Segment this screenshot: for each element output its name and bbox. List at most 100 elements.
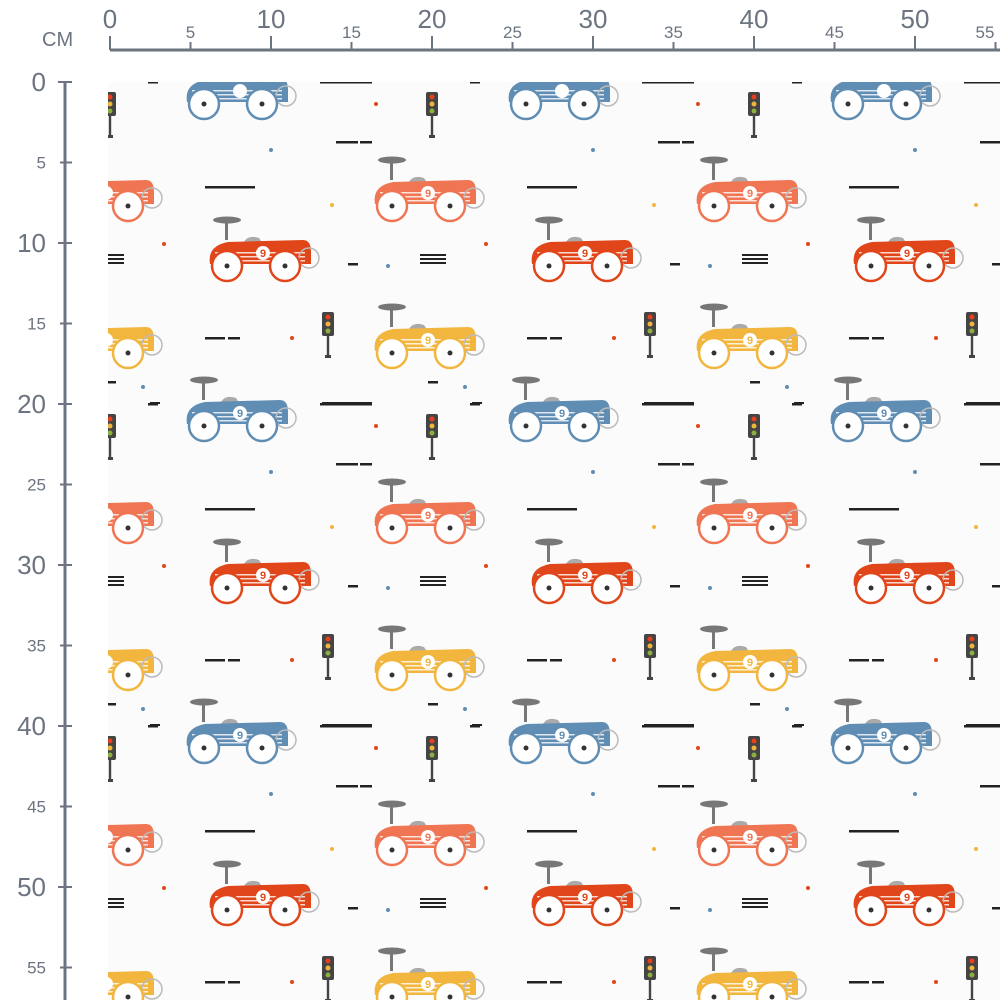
road-dash (108, 584, 124, 586)
road-dash (872, 981, 884, 984)
confetti-dot (484, 886, 488, 890)
road-dash (108, 906, 124, 908)
road-dash (420, 902, 446, 904)
road-dash (108, 703, 116, 706)
car-number: 9 (881, 730, 887, 742)
left-ruler-label: 40 (17, 711, 46, 741)
road-dash (742, 580, 768, 582)
road-dash (420, 254, 446, 256)
confetti-dot (591, 792, 595, 796)
road-dash (682, 141, 694, 144)
road-dash (849, 508, 899, 511)
blue-toy-car: 9 (186, 698, 297, 765)
confetti-dot (162, 564, 166, 568)
road-dash (336, 463, 358, 466)
road-dash (228, 659, 240, 662)
road-dash (108, 902, 124, 904)
road-dash (320, 725, 372, 728)
road-dash (108, 898, 124, 900)
road-dash (966, 724, 1000, 726)
red-toy-car: 9 (531, 216, 642, 283)
fabric-pattern: 9 9 9 9 9 9 9 9 9 9 9 9 9 9 9 9 9 9 9 9 9 9 9 9 9 9 9 (108, 82, 1000, 1000)
road-dash (742, 254, 768, 256)
red-toy-car: 9 (853, 860, 964, 927)
road-dash (794, 724, 804, 726)
car-number: 9 (747, 657, 753, 669)
confetti-dot (806, 242, 810, 246)
coral-toy-car: 9 (696, 800, 807, 867)
top-ruler: CM 0 5 10 15 20 25 30 35 40 45 50 55 (42, 4, 1000, 52)
car-number: 9 (260, 248, 266, 260)
confetti-dot (290, 980, 294, 984)
car-number: 9 (747, 832, 753, 844)
road-dash (108, 381, 116, 384)
confetti-dot (708, 264, 712, 268)
yellow-toy-car: 9 (374, 947, 485, 1000)
car-number: 9 (425, 979, 431, 991)
road-dash (205, 186, 255, 189)
road-dash (550, 659, 562, 662)
top-ruler-label: 50 (901, 4, 930, 34)
traffic-light (644, 956, 656, 1000)
coral-toy-car: 9 (696, 156, 807, 223)
road-dash (205, 659, 225, 662)
red-toy-car: 9 (531, 538, 642, 605)
road-dash (108, 262, 124, 264)
car-number: 9 (904, 892, 910, 904)
road-dash (527, 186, 577, 189)
left-ruler-label: 25 (27, 476, 46, 495)
road-dash (872, 659, 884, 662)
road-dash (228, 981, 240, 984)
left-ruler-label: 45 (27, 798, 46, 817)
blue-toy-car: 9 (508, 376, 619, 443)
traffic-light (108, 92, 116, 138)
traffic-light (426, 414, 438, 460)
road-dash (420, 258, 446, 260)
car-number: 9 (904, 570, 910, 582)
confetti-dot (386, 908, 390, 912)
car-number: 9 (881, 408, 887, 420)
road-dash (644, 724, 694, 726)
yellow-toy-car: 9 (374, 303, 485, 370)
road-dash (742, 258, 768, 260)
top-ruler-label: 40 (740, 4, 769, 34)
confetti-dot (806, 564, 810, 568)
top-ruler-label: 45 (825, 23, 844, 42)
road-dash (750, 381, 760, 384)
car-number: 9 (747, 510, 753, 522)
left-ruler-label: 30 (17, 550, 46, 580)
confetti-dot (806, 886, 810, 890)
road-dash (527, 830, 577, 833)
road-dash (205, 508, 255, 511)
road-dash (348, 585, 358, 588)
top-ruler-label: 10 (257, 4, 286, 34)
yellow-toy-car: 9 (374, 625, 485, 692)
road-dash (658, 785, 680, 788)
red-toy-car: 9 (209, 538, 320, 605)
car-number: 9 (559, 408, 565, 420)
traffic-light (108, 414, 116, 460)
car-number: 9 (425, 832, 431, 844)
coral-toy-car: 9 (374, 156, 485, 223)
car-number: 9 (904, 248, 910, 260)
road-dash (360, 141, 372, 144)
road-dash (980, 141, 1000, 144)
blue-toy-car: 9 (508, 698, 619, 765)
road-dash (792, 725, 802, 728)
road-dash (792, 403, 802, 406)
confetti-dot (696, 424, 700, 428)
confetti-dot (269, 792, 273, 796)
road-dash (742, 262, 768, 264)
confetti-dot (330, 525, 334, 529)
confetti-dot (652, 525, 656, 529)
top-ruler-label: 0 (103, 4, 117, 34)
road-dash (108, 580, 124, 582)
car-number: 9 (260, 892, 266, 904)
road-dash (872, 337, 884, 340)
left-ruler-label: 0 (32, 67, 46, 97)
road-dash (108, 254, 124, 256)
blue-toy-car (186, 82, 297, 121)
left-ruler-label: 5 (37, 154, 46, 173)
car-number: 9 (747, 335, 753, 347)
